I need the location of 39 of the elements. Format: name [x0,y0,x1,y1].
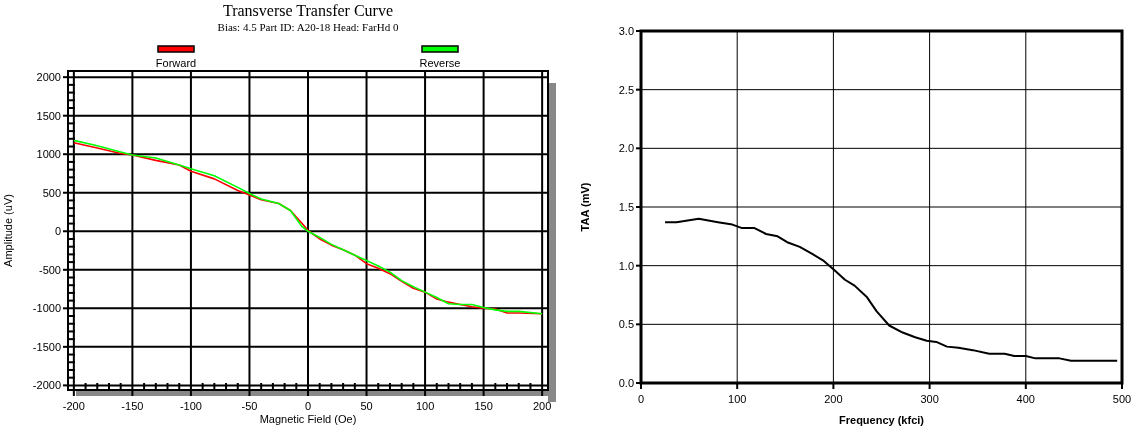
x-tick-label: -50 [241,400,258,412]
x-tick-label: 500 [1112,393,1132,405]
y-tick-label: 1500 [36,109,61,122]
y-tick-label: 0.0 [618,377,634,389]
legend-label: Forward [155,57,197,69]
y-tick-label: 500 [42,186,61,199]
y-tick-label: -500 [38,263,61,276]
chart-subtitle: Bias: 4.5 Part ID: A20-18 Head: FarHd 0 [217,21,399,33]
y-tick-label: 2000 [36,71,61,84]
x-tick-label: -150 [121,400,144,412]
x-tick-label: 400 [1016,393,1035,405]
y-tick-label: 1.5 [618,201,634,213]
x-tick-label: 50 [360,400,373,412]
x-tick-label: 150 [474,400,493,412]
y-tick-label: -1500 [32,340,61,353]
x-tick-label: 200 [532,400,552,412]
x-tick-label: 0 [304,400,312,412]
y-tick-label: 1.0 [618,259,634,272]
y-tick-label: 0.5 [618,318,634,331]
y-axis-title: Amplitude (uV) [2,194,14,267]
x-tick-label: 300 [920,393,939,405]
x-tick-label: 100 [728,393,747,405]
y-tick-label: 2.5 [618,83,634,96]
x-tick-label: 100 [415,400,435,412]
y-axis-title: TAA (mV) [579,182,591,232]
y-tick-label: -2000 [32,379,61,392]
x-tick-label: 200 [824,393,843,405]
y-tick-label: 0 [54,225,61,238]
x-axis-title: Frequency (kfci) [839,414,925,426]
legend-label: Reverse [419,57,461,69]
y-tick-label: 3.0 [618,25,634,37]
y-tick-label: -1000 [32,302,61,315]
x-tick-label: 0 [637,393,645,405]
y-tick-label: 1000 [36,148,61,161]
x-axis-title: Magnetic Field (Oe) [259,413,357,425]
y-tick-label: 2.0 [618,142,634,155]
x-tick-label: -100 [179,400,202,412]
x-tick-label: -200 [62,400,85,412]
chart-title: Transverse Transfer Curve [222,2,394,19]
